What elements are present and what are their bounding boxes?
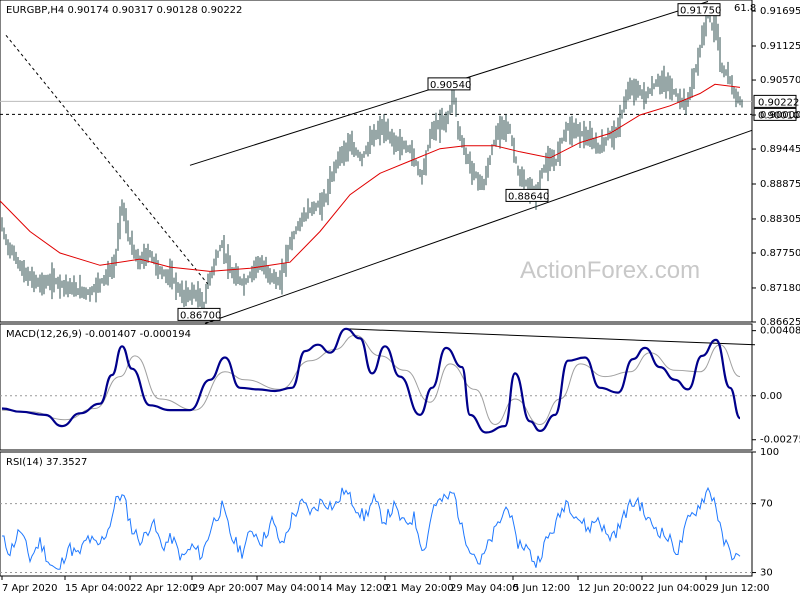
macd-line — [1, 327, 742, 434]
price-y-tick-label: 0.91695 — [760, 6, 800, 17]
x-tick-label: 29 May 04:00 — [450, 583, 519, 594]
lower-channel-line — [204, 129, 753, 325]
rsi-y-tick-label: 30 — [760, 568, 773, 579]
price-panel: ActionForex.com EURGBP,H4 0.90174 0.9031… — [0, 0, 800, 328]
rsi-panel: RSI(14) 37.3527 100 70 30 — [0, 447, 779, 579]
watermark: ActionForex.com — [520, 257, 700, 284]
x-tick-label: 12 Jun 20:00 — [578, 583, 642, 594]
annotation-box — [177, 307, 221, 321]
x-tick-label: 22 Jun 04:00 — [642, 583, 706, 594]
x-tick-label: 22 Apr 12:00 — [130, 583, 195, 594]
macd-y-axis: 0.004083 0.00 -0.002757 — [752, 326, 800, 446]
price-y-axis: 0.91695 0.91125 0.90570 0.90000 0.89445 0.888… — [752, 6, 800, 328]
current-price-value: 0.90222 — [758, 97, 799, 108]
x-tick-label: 7 Apr 2020 — [2, 583, 57, 594]
price-y-tick-label: 0.90000 — [760, 110, 800, 121]
moving-average-line — [0, 83, 741, 272]
macd-panel-title: MACD(12,26,9) -0.001407 -0.000194 — [6, 329, 191, 340]
macd-trendlines — [344, 328, 756, 346]
price-panel-title: EURGBP,H4 0.90174 0.90317 0.90128 0.9022… — [6, 5, 242, 16]
macd-y-tick-label: -0.002757 — [760, 435, 800, 446]
rsi-y-tick-label: 70 — [760, 499, 773, 510]
annotation-label: 0.91750 — [680, 6, 721, 17]
price-y-tick-label: 0.87180 — [760, 283, 800, 294]
rsi-line — [2, 486, 741, 570]
annotation-box — [505, 188, 549, 202]
annotation-label: 0.86700 — [180, 310, 221, 321]
macd-divergence-line — [344, 328, 756, 346]
signal-line — [1, 334, 741, 426]
x-tick-label: 29 Jun 12:00 — [706, 583, 770, 594]
x-tick-label: 7 May 04:00 — [257, 583, 319, 594]
price-y-tick-label: 0.90570 — [760, 75, 800, 86]
price-annotations: 0.86700 0.90540 0.88640 0.91750 — [177, 3, 721, 321]
rsi-series — [2, 486, 741, 570]
support-level-tag — [753, 107, 797, 121]
annotation-box — [427, 77, 471, 91]
price-y-tick-label: 0.86625 — [760, 317, 800, 328]
macd-y-tick-label: 0.00 — [760, 391, 782, 402]
x-tick-label: 15 Apr 04:00 — [65, 583, 130, 594]
price-y-tick-label: 0.87750 — [760, 248, 800, 259]
x-tick-label: 5 Jun 12:00 — [513, 583, 570, 594]
price-y-tick-label: 0.88875 — [760, 179, 800, 190]
price-horizontal-level: 0.90010 0.90222 — [0, 94, 799, 121]
macd-panel: MACD(12,26,9) -0.001407 -0.000194 0.0040… — [0, 323, 800, 451]
current-price-tag — [753, 94, 797, 108]
rsi-y-axis: 100 70 30 — [752, 447, 779, 579]
x-tick-label: 21 May 20:00 — [385, 583, 454, 594]
x-tick-label: 14 May 12:00 — [320, 583, 389, 594]
annotation-box — [677, 3, 721, 17]
rsi-panel-title: RSI(14) 37.3527 — [6, 457, 87, 468]
annotation-label: 0.88640 — [508, 191, 549, 202]
annotation-label: 0.90540 — [430, 80, 471, 91]
price-y-tick-label: 0.88305 — [760, 214, 800, 225]
rsi-levels — [0, 503, 752, 574]
price-series — [0, 8, 743, 312]
macd-y-tick-label: 0.004083 — [760, 326, 800, 337]
price-y-tick-label: 0.91125 — [760, 41, 800, 52]
support-level-value: 0.90010 — [758, 110, 799, 121]
rsi-y-tick-label: 100 — [760, 447, 779, 458]
price-y-tick-label: 0.89445 — [760, 144, 800, 155]
macd-series — [1, 327, 742, 434]
fib-label: 61.8 — [734, 3, 756, 14]
x-tick-label: 29 Apr 20:00 — [192, 583, 257, 594]
